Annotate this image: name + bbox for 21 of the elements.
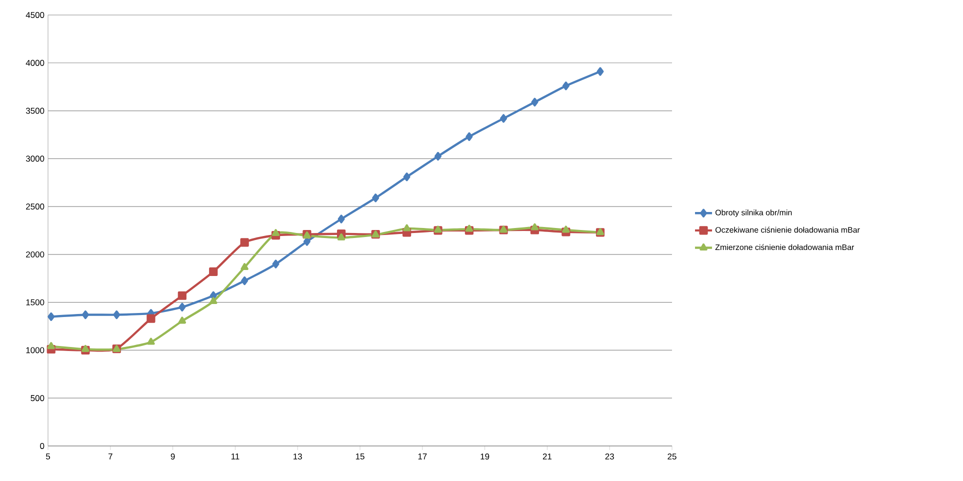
x-tick-label: 5 [46, 454, 50, 460]
y-tick-label: 2000 [26, 251, 44, 258]
x-tick-label: 7 [108, 454, 112, 460]
x-tick-label: 9 [170, 454, 175, 460]
y-tick-label: 2500 [26, 204, 44, 210]
y-tick-label: 0 [40, 442, 44, 449]
x-tick-label: 17 [418, 454, 427, 460]
y-tick-label: 4500 [26, 12, 44, 18]
y-tick-label: 4000 [26, 60, 44, 66]
x-tick-label: 15 [356, 454, 364, 460]
y-tick-label: 500 [30, 395, 44, 402]
x-tick-label: 19 [480, 454, 490, 460]
x-tick-label: 25 [668, 454, 676, 460]
y-tick-label: 1500 [26, 299, 44, 306]
x-tick-label: 21 [542, 454, 552, 460]
x-tick-label: 13 [294, 454, 302, 460]
x-tick-label: 23 [605, 454, 614, 460]
y-tick-label: 1000 [26, 347, 44, 354]
y-tick-label: 3000 [26, 156, 44, 162]
x-tick-label: 11 [231, 454, 240, 460]
y-tick-label: 3500 [26, 108, 44, 114]
